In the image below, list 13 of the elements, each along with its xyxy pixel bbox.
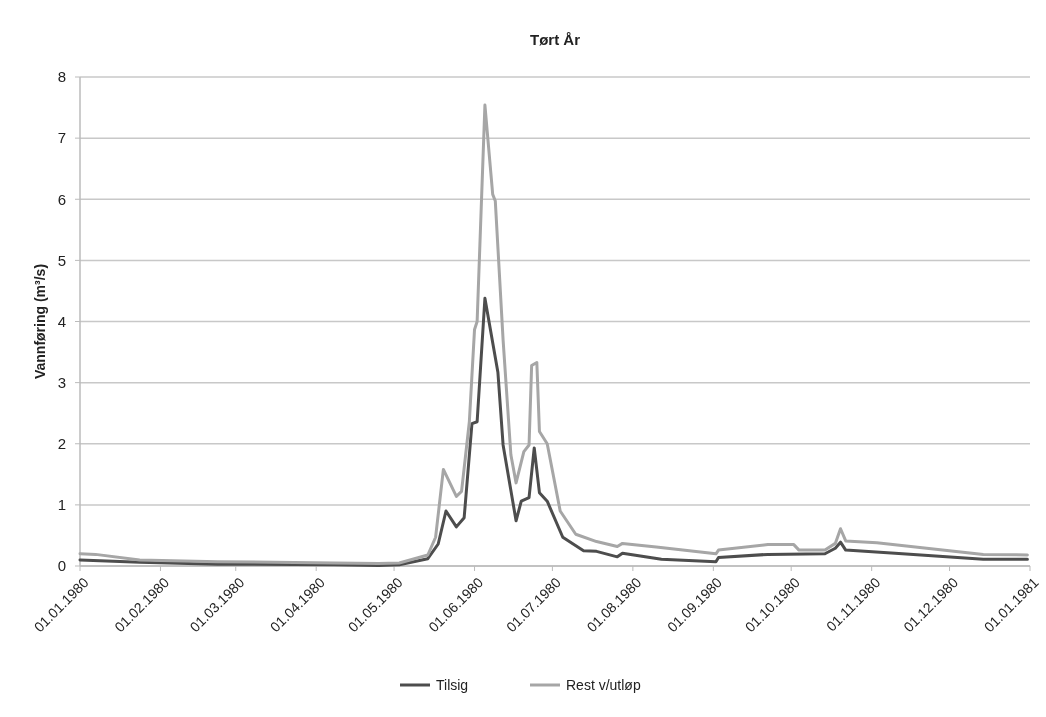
y-tick-label: 8 [57,68,66,86]
legend-label: Tilsig [436,676,469,693]
y-tick-label: 3 [57,373,66,391]
y-tick-label: 4 [57,312,66,330]
y-axis-title: Vannføring (m³/s) [32,263,48,380]
y-tick-label: 6 [57,190,66,208]
y-tick-label: 0 [57,557,66,575]
legend-label: Rest v/utløp [566,676,641,693]
y-tick-label: 5 [57,251,66,269]
y-tick-label: 2 [57,435,66,452]
y-tick-label: 7 [57,129,66,147]
chart-title: Tørt År [530,31,581,48]
y-tick-label: 1 [57,496,66,514]
